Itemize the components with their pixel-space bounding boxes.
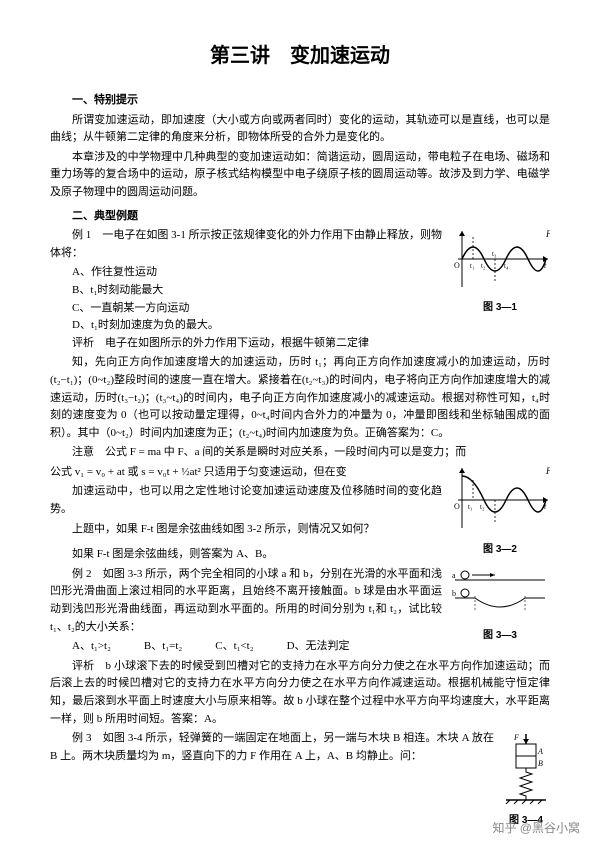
svg-text:A: A [537,747,543,756]
svg-text:F: F [513,733,519,742]
example-1-analysis-2: 知，先向正方向作加速度增大的加速运动，历时 t₁；再向正方向作加速度减小的加速运… [50,354,550,442]
figure-3-2-label: 图 3—2 [450,542,550,558]
figure-3-3-label: 图 3—3 [450,628,550,644]
example-1-analysis-1: 评析 电子在如图所示的外力作用下运动，根据牛顿第二定律 [50,335,550,353]
watermark: 知乎 @黑谷小窝 [492,819,580,836]
svg-text:F: F [545,229,550,239]
spring-block-icon: B A F [502,732,550,804]
svg-text:O: O [454,261,460,270]
example-1-option-d: D、t₁时刻加速度为负的最大。 [50,317,550,335]
sec1-para1: 所谓变加速运动，即加速度（大小或方向或两者同时）变化的运动，其轨迹可以是直线，也… [50,112,550,147]
svg-text:t: t [544,261,547,270]
svg-text:t₁: t₁ [468,503,472,511]
figure-3-2: F O t₁ t₂ t 图 3—2 [450,466,550,559]
svg-text:F: F [545,466,550,476]
section-1-head: 一、特别提示 [50,92,550,110]
note-1: 注意 公式 F = ma 中 F、a 间的关系是瞬时对应关系，一段时间内可以是变… [50,444,550,462]
figure-3-1-label: 图 3—1 [450,300,550,316]
example-2-analysis: 评析 b 小球滚下去的时候受到凹槽对它的支持力在水平方向分力使之在水平方向作加速… [50,658,550,728]
lecture-title: 第三讲 变加速运动 [50,40,550,72]
svg-text:t₂: t₂ [481,262,486,270]
section-2-head: 二、典型例题 [50,208,550,226]
figure-3-1: F O t₁ t₂ t₃ t₄ t 图 3—1 [450,229,550,316]
svg-text:t₂: t₂ [480,503,485,511]
figure-3-4: B A F 图 3—4 [502,732,550,829]
svg-text:O: O [454,502,460,511]
sec1-para2: 本章涉及的中学物理中几种典型的变加速运动如：简谐运动，圆周运动，带电粒子在电场、… [50,149,550,202]
svg-text:t₁: t₁ [470,262,474,270]
svg-text:b: b [452,589,456,598]
example-3-intro: 例 3 如图 3-4 所示，轻弹簧的一端固定在地面上，另一端与木块 B 相连。木… [50,730,550,765]
page-content: 第三讲 变加速运动 一、特别提示 所谓变加速运动，即加速度（大小或方向或两者同时… [0,0,600,851]
svg-text:t₄: t₄ [504,262,509,270]
groove-icon: a b [450,568,550,620]
cosine-wave-icon: F O t₁ t₂ t [450,466,550,534]
svg-text:a: a [452,571,456,580]
svg-text:t: t [544,502,547,511]
svg-text:B: B [538,759,543,768]
figure-3-3: a b 图 3—3 [450,568,550,645]
svg-text:t₃: t₃ [492,250,497,258]
sine-wave-icon: F O t₁ t₂ t₃ t₄ t [450,229,550,291]
